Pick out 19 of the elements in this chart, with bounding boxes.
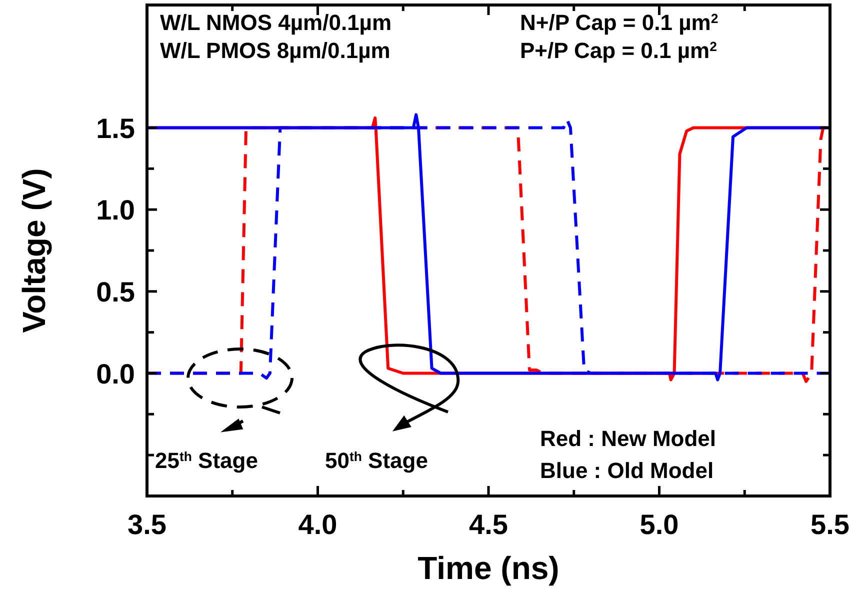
y-tick-label: 1.5 [96,112,135,144]
y-axis-title: Voltage (V) [16,168,52,333]
annotation: W/L PMOS 8µm/0.1µm [160,38,390,63]
x-tick-label: 5.0 [640,509,679,540]
x-tick-label: 5.5 [810,509,850,540]
annotation: Blue : Old Model [540,458,714,483]
x-tick-label: 4.5 [469,509,508,540]
annotation: Red : New Model [540,426,716,451]
y-tick-label: 0.5 [96,276,135,308]
annotation: P+/P Cap = 0.1 µm$^{2}$ [520,38,717,63]
x-tick-label: 3.5 [128,509,166,540]
annotation: 25$^{th}$ Stage [155,448,258,473]
annotation: N+/P Cap = 0.1 µm$^{2}$ [520,10,718,35]
annotation: 50$^{th}$ Stage [325,448,428,473]
y-tick-label: 0.0 [96,358,135,390]
y-tick-label: 1.0 [96,194,135,226]
annotation: W/L NMOS 4µm/0.1µm [160,10,392,35]
x-tick-label: 4.0 [298,509,338,540]
x-axis-title: Time (ns) [418,550,560,586]
